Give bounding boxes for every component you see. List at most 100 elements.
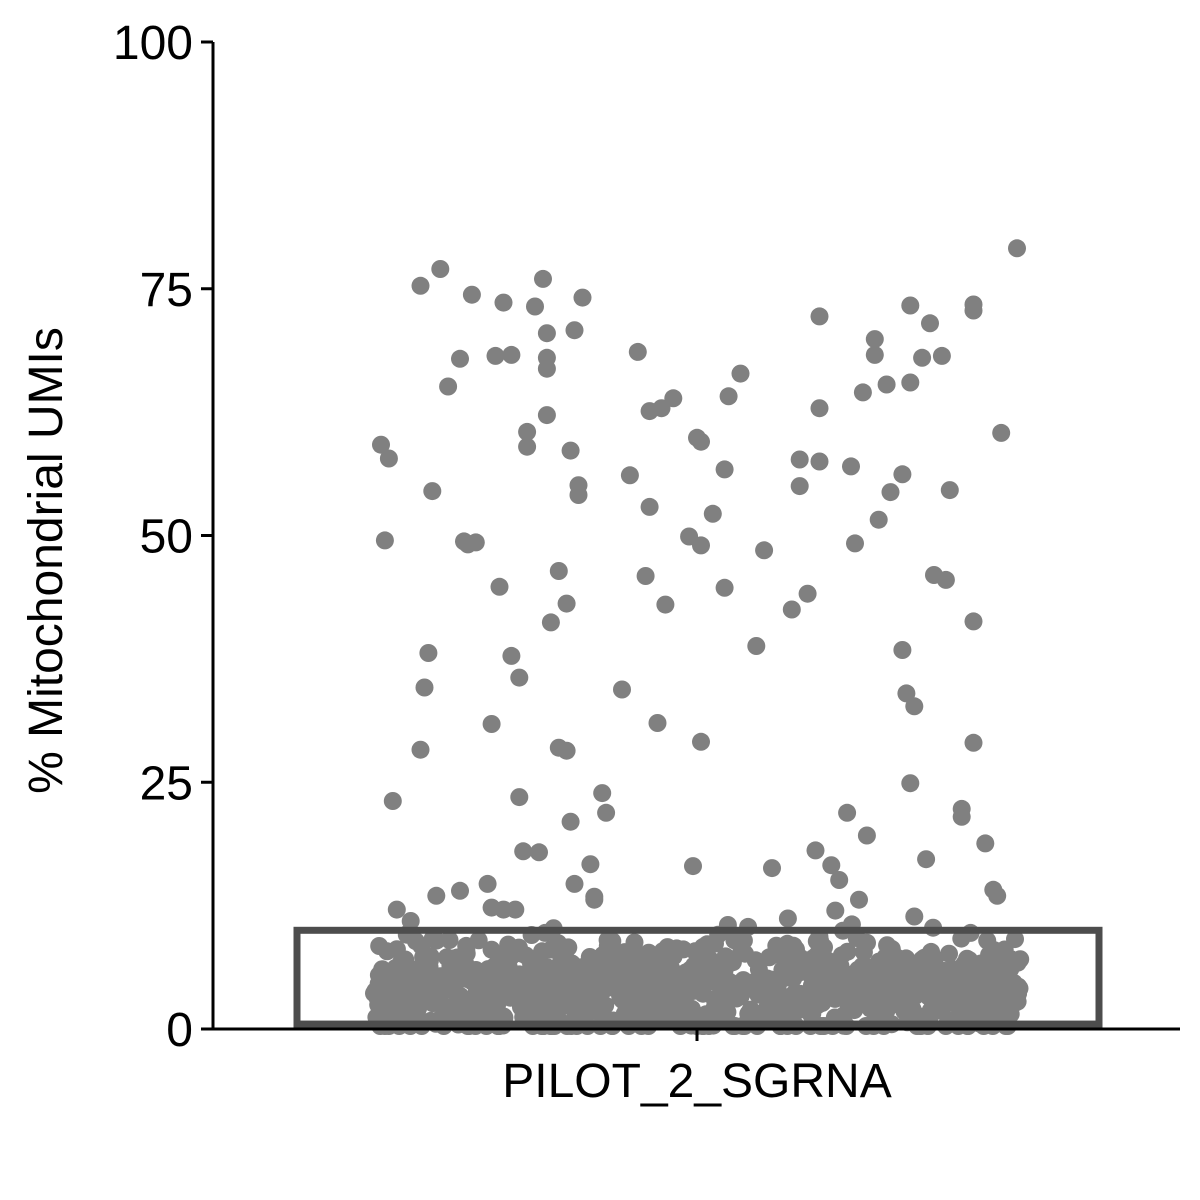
- data-point: [565, 874, 584, 893]
- data-point: [932, 346, 951, 365]
- data-point: [868, 957, 887, 976]
- data-point: [522, 985, 541, 1003]
- data-point: [989, 980, 1008, 999]
- data-point: [895, 1002, 914, 1021]
- data-point: [992, 423, 1011, 442]
- data-point: [865, 345, 884, 364]
- data-point: [746, 951, 765, 970]
- data-point: [940, 481, 959, 500]
- data-point: [486, 346, 505, 365]
- data-point: [427, 886, 446, 905]
- data-point: [419, 644, 438, 662]
- data-point: [806, 841, 825, 860]
- data-point: [796, 989, 815, 1008]
- data-point: [822, 856, 841, 875]
- data-point: [853, 383, 872, 402]
- data-point: [1008, 239, 1026, 258]
- data-point: [480, 970, 499, 989]
- data-point: [430, 991, 449, 1010]
- data-point: [427, 931, 446, 950]
- data-point: [955, 955, 974, 974]
- data-point: [549, 562, 568, 580]
- data-point: [510, 788, 529, 807]
- y-tick-label: 25: [140, 757, 193, 810]
- data-point: [865, 330, 884, 349]
- data-point: [1001, 950, 1020, 969]
- data-point: [441, 956, 460, 974]
- data-point: [826, 901, 845, 920]
- data-point: [482, 898, 501, 917]
- data-point: [732, 941, 751, 960]
- data-point: [964, 301, 983, 320]
- data-point: [502, 345, 521, 364]
- data-point: [538, 958, 556, 977]
- data-point: [988, 886, 1007, 905]
- data-point: [984, 995, 1002, 1014]
- data-point: [664, 947, 683, 966]
- data-point: [636, 567, 655, 585]
- data-point: [731, 364, 750, 383]
- data-point: [830, 871, 849, 889]
- data-point: [411, 740, 430, 759]
- data-point: [612, 971, 631, 990]
- data-point: [502, 947, 520, 966]
- data-point: [936, 570, 955, 589]
- data-point: [387, 900, 406, 919]
- data-point: [613, 680, 631, 699]
- data-point: [569, 486, 588, 504]
- data-point: [375, 531, 394, 550]
- data-point: [457, 940, 476, 959]
- points-layer: [365, 239, 1030, 1035]
- data-point: [790, 450, 809, 469]
- data-point: [715, 578, 734, 597]
- data-point: [541, 613, 560, 632]
- data-point: [597, 803, 616, 822]
- data-point: [842, 457, 860, 476]
- data-point: [431, 260, 450, 278]
- data-point: [482, 715, 501, 733]
- data-point: [893, 465, 912, 484]
- data-point: [506, 900, 525, 919]
- y-tick-label: 100: [113, 17, 193, 70]
- data-point: [970, 1007, 989, 1025]
- data-point: [705, 990, 724, 1009]
- data-point: [810, 399, 829, 418]
- data-point: [617, 1003, 636, 1022]
- data-point: [870, 985, 889, 1003]
- data-point: [782, 600, 801, 619]
- data-point: [518, 437, 537, 456]
- data-point: [889, 971, 908, 990]
- data-point: [719, 387, 738, 406]
- data-point: [557, 594, 576, 613]
- x-axis-ticks: PILOT_2_SGRNA: [502, 1029, 892, 1108]
- data-point: [901, 774, 920, 793]
- data-point: [406, 932, 425, 951]
- data-point: [964, 612, 983, 631]
- data-point: [383, 792, 402, 810]
- data-point: [763, 859, 781, 878]
- data-point: [570, 968, 589, 987]
- data-point: [540, 1001, 559, 1020]
- data-point: [648, 714, 667, 732]
- data-point: [703, 504, 722, 523]
- data-point: [901, 373, 920, 392]
- data-point: [378, 942, 397, 961]
- data-point: [473, 995, 492, 1014]
- y-tick-label: 50: [140, 511, 193, 564]
- data-point: [1009, 983, 1028, 1002]
- data-point: [551, 966, 570, 985]
- data-point: [534, 269, 552, 288]
- data-point: [581, 855, 600, 874]
- data-point: [502, 646, 521, 665]
- data-point: [415, 678, 434, 697]
- data-point: [494, 293, 513, 312]
- data-point: [562, 988, 581, 1007]
- data-point: [976, 834, 995, 853]
- y-axis-title: % Mitochondrial UMIs: [20, 327, 73, 794]
- data-point: [877, 375, 896, 394]
- data-point: [462, 285, 481, 304]
- data-point: [620, 466, 639, 485]
- data-point: [790, 477, 809, 496]
- data-point: [917, 850, 936, 869]
